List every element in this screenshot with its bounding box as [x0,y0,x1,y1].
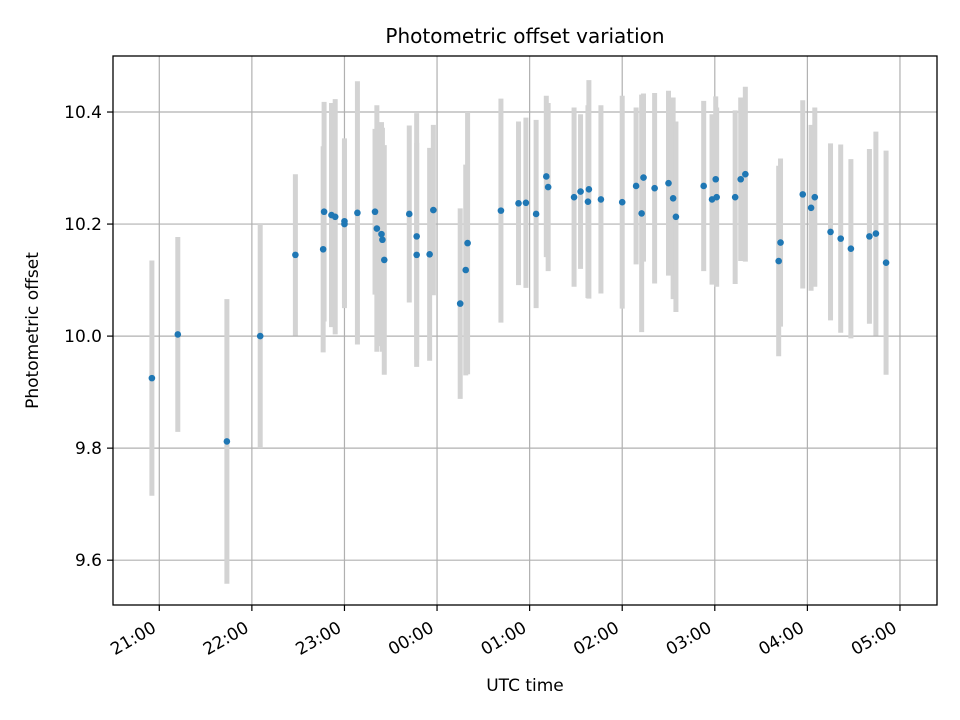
data-point [872,230,880,237]
data-point [570,193,578,201]
data-point [827,228,834,236]
data-point [665,179,672,187]
y-tick-label: 10.4 [64,103,102,123]
data-point [413,251,420,259]
data-point [426,251,433,258]
data-point [775,257,782,265]
data-point [430,206,437,214]
data-point [651,184,658,192]
data-point [597,196,605,203]
data-point [542,173,550,180]
x-axis-title: UTC time [486,676,564,696]
data-point [341,217,348,225]
data-point [331,213,339,221]
data-point [669,194,677,202]
data-point [866,233,873,240]
data-point [223,438,231,445]
data-point [373,225,381,232]
data-point [777,239,784,246]
plot-frame [112,55,938,606]
data-point [456,300,464,307]
data-point [632,182,640,190]
data-point [700,182,707,190]
chart-title: Photometric offset variation [385,24,664,48]
data-point [379,236,386,244]
data-point [462,266,470,274]
data-point [532,210,540,218]
data-point [712,175,720,183]
data-point [497,207,505,214]
data-point [584,198,592,205]
data-point [413,233,420,240]
y-axis-title: Photometric offset [23,252,43,409]
data-point [737,175,745,183]
data-point [522,199,530,207]
data-point [672,213,680,221]
data-point [807,204,815,212]
y-tick-label: 9.6 [75,551,102,571]
data-point [882,259,890,267]
data-point [544,183,552,191]
data-point [378,230,385,238]
data-point [320,208,328,216]
data-point [585,186,593,193]
data-point [742,170,749,178]
data-point [847,245,855,253]
data-point [640,174,647,181]
data-point [380,256,388,264]
data-point [148,374,156,382]
data-point [371,208,379,216]
data-point [292,251,299,259]
y-tick-label: 10.0 [64,327,102,347]
data-point [256,332,264,340]
data-point [577,188,584,195]
y-tick-label: 9.8 [75,439,102,459]
data-point [405,210,413,218]
data-point [319,245,327,253]
data-point [618,198,626,206]
data-point [354,209,361,217]
data-point [638,210,645,217]
data-point [174,331,182,338]
data-point [811,193,819,201]
data-points [148,170,890,445]
data-point [799,191,807,198]
data-point [713,193,720,201]
y-tick-label: 10.2 [64,215,102,235]
data-point [464,239,471,247]
data-point [515,200,522,207]
data-point [731,193,739,201]
data-point [837,235,845,242]
